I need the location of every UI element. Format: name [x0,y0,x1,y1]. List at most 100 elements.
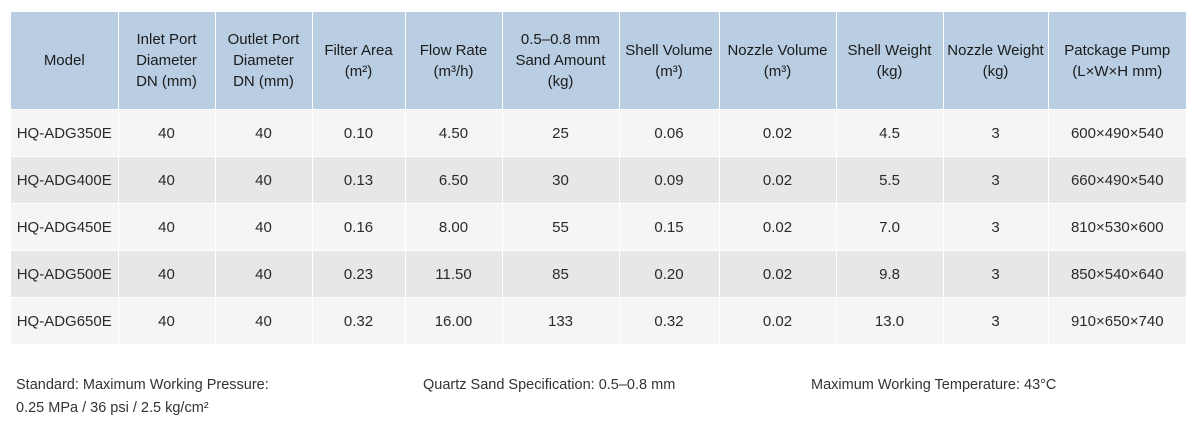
column-header-line: Patckage Pump [1064,41,1171,59]
column-header-line: (kg) [876,62,903,80]
table-cell: 660×490×540 [1048,156,1186,204]
table-cell: 0.10 [312,109,406,157]
table-cell: 6.50 [405,156,503,204]
column-header-line: DN (mm) [233,73,294,90]
table-cell: 4.50 [405,109,503,157]
table-row: HQ-ADG650E 40 40 0.32 16.00 133 0.32 0.02 13.0 3 9… [11,297,1186,344]
model-cell: HQ-ADG450E [11,203,119,251]
table-cell: 11.50 [405,250,503,298]
table-cell: 0.02 [719,203,837,251]
table-row: HQ-ADG400E 40 40 0.13 6.50 30 0.09 0.02 5.5 3 660×… [11,156,1186,204]
table-header: Model Inlet Port Diameter DN (mm) Outlet Por… [11,12,1186,110]
column-header-line: Diameter [136,52,197,69]
table-cell: 40 [118,297,216,344]
column-header-line: (m³) [763,62,792,80]
spec-table: Model Inlet Port Diameter DN (mm) Outlet Por… [11,12,1186,344]
table-cell: 5.5 [836,156,944,204]
column-header: 0.5–0.8 mm Sand Amount (kg) [502,12,620,110]
table-cell: 0.16 [312,203,406,251]
table-cell: 3 [943,297,1049,344]
table-cell: 3 [943,203,1049,251]
column-header-line: Diameter [233,52,294,69]
column-header-line: Shell Weight [847,41,932,59]
column-header-line: (m²) [344,62,373,80]
column-header: Nozzle Volume (m³) [719,12,837,110]
column-header: Flow Rate (m³/h) [405,12,503,110]
column-header-line: Inlet Port [136,31,197,48]
table-cell: 30 [502,156,620,204]
column-header-line: (m³/h) [433,62,474,80]
table-cell: 40 [118,250,216,298]
table-row: HQ-ADG500E 40 40 0.23 11.50 85 0.20 0.02 9.8 3 850… [11,250,1186,298]
column-header-line: (kg) [982,62,1009,80]
table-cell: 0.32 [312,297,406,344]
column-header: Shell Volume (m³) [619,12,720,110]
table-cell: 0.02 [719,109,837,157]
note-standard: Standard: Maximum Working Pressure: 0.25… [16,374,269,420]
table-cell: 40 [118,156,216,204]
table-cell: 4.5 [836,109,944,157]
column-header: Filter Area (m²) [312,12,406,110]
table-cell: 810×530×600 [1048,203,1186,251]
table-cell: 910×650×740 [1048,297,1186,344]
table-cell: 16.00 [405,297,503,344]
column-header-line: Model [43,52,85,69]
table-cell: 0.20 [619,250,720,298]
table-cell: 40 [118,109,216,157]
table-cell: 133 [502,297,620,344]
column-header-line: 0.5–0.8 mm [520,31,601,48]
table-cell: 0.02 [719,250,837,298]
column-header-line: (L×W×H mm) [1072,62,1163,80]
column-header-line: (kg) [547,73,574,90]
model-cell: HQ-ADG350E [11,109,119,157]
table-cell: 40 [215,250,313,298]
column-header: Inlet Port Diameter DN (mm) [118,12,216,110]
table-cell: 85 [502,250,620,298]
table-cell: 850×540×640 [1048,250,1186,298]
table-cell: 0.13 [312,156,406,204]
table-body: HQ-ADG350E 40 40 0.10 4.50 25 0.06 0.02 4.5 3 600×… [11,109,1186,344]
column-header-line: Nozzle Weight [947,41,1044,59]
table-cell: 55 [502,203,620,251]
table-cell: 600×490×540 [1048,109,1186,157]
table-cell: 0.02 [719,156,837,204]
note-standard-line1: Standard: Maximum Working Pressure: [16,377,269,393]
table-cell: 0.32 [619,297,720,344]
column-header-line: Filter Area [324,41,393,59]
table-cell: 40 [215,203,313,251]
column-header-line: Shell Volume [625,41,713,59]
model-cell: HQ-ADG500E [11,250,119,298]
table-cell: 13.0 [836,297,944,344]
header-row: Model Inlet Port Diameter DN (mm) Outlet Por… [11,12,1186,110]
note-standard-line2: 0.25 MPa / 36 psi / 2.5 kg/cm² [16,400,209,416]
table-cell: 3 [943,156,1049,204]
column-header: Patckage Pump (L×W×H mm) [1048,12,1186,110]
table-cell: 0.02 [719,297,837,344]
column-header: Nozzle Weight (kg) [943,12,1049,110]
column-header-line: Nozzle Volume [727,41,828,59]
column-header-line: Flow Rate [419,41,488,59]
table-cell: 0.09 [619,156,720,204]
model-cell: HQ-ADG650E [11,297,119,344]
table-cell: 0.23 [312,250,406,298]
column-header-line: Outlet Port [227,31,300,48]
table-cell: 40 [215,109,313,157]
column-header: Outlet Port Diameter DN (mm) [215,12,313,110]
column-header: Shell Weight (kg) [836,12,944,110]
model-cell: HQ-ADG400E [11,156,119,204]
table-cell: 7.0 [836,203,944,251]
column-header-line: DN (mm) [136,73,197,90]
table-cell: 8.00 [405,203,503,251]
table-cell: 40 [118,203,216,251]
note-max-temperature: Maximum Working Temperature: 43°C [811,377,1057,393]
table-cell: 0.06 [619,109,720,157]
table-cell: 40 [215,297,313,344]
note-sand-spec: Quartz Sand Specification: 0.5–0.8 mm [423,377,676,393]
table-cell: 0.15 [619,203,720,251]
table-cell: 25 [502,109,620,157]
table-row: HQ-ADG350E 40 40 0.10 4.50 25 0.06 0.02 4.5 3 600×… [11,109,1186,157]
table-row: HQ-ADG450E 40 40 0.16 8.00 55 0.15 0.02 7.0 3 810×… [11,203,1186,251]
table-cell: 3 [943,109,1049,157]
table-cell: 40 [215,156,313,204]
